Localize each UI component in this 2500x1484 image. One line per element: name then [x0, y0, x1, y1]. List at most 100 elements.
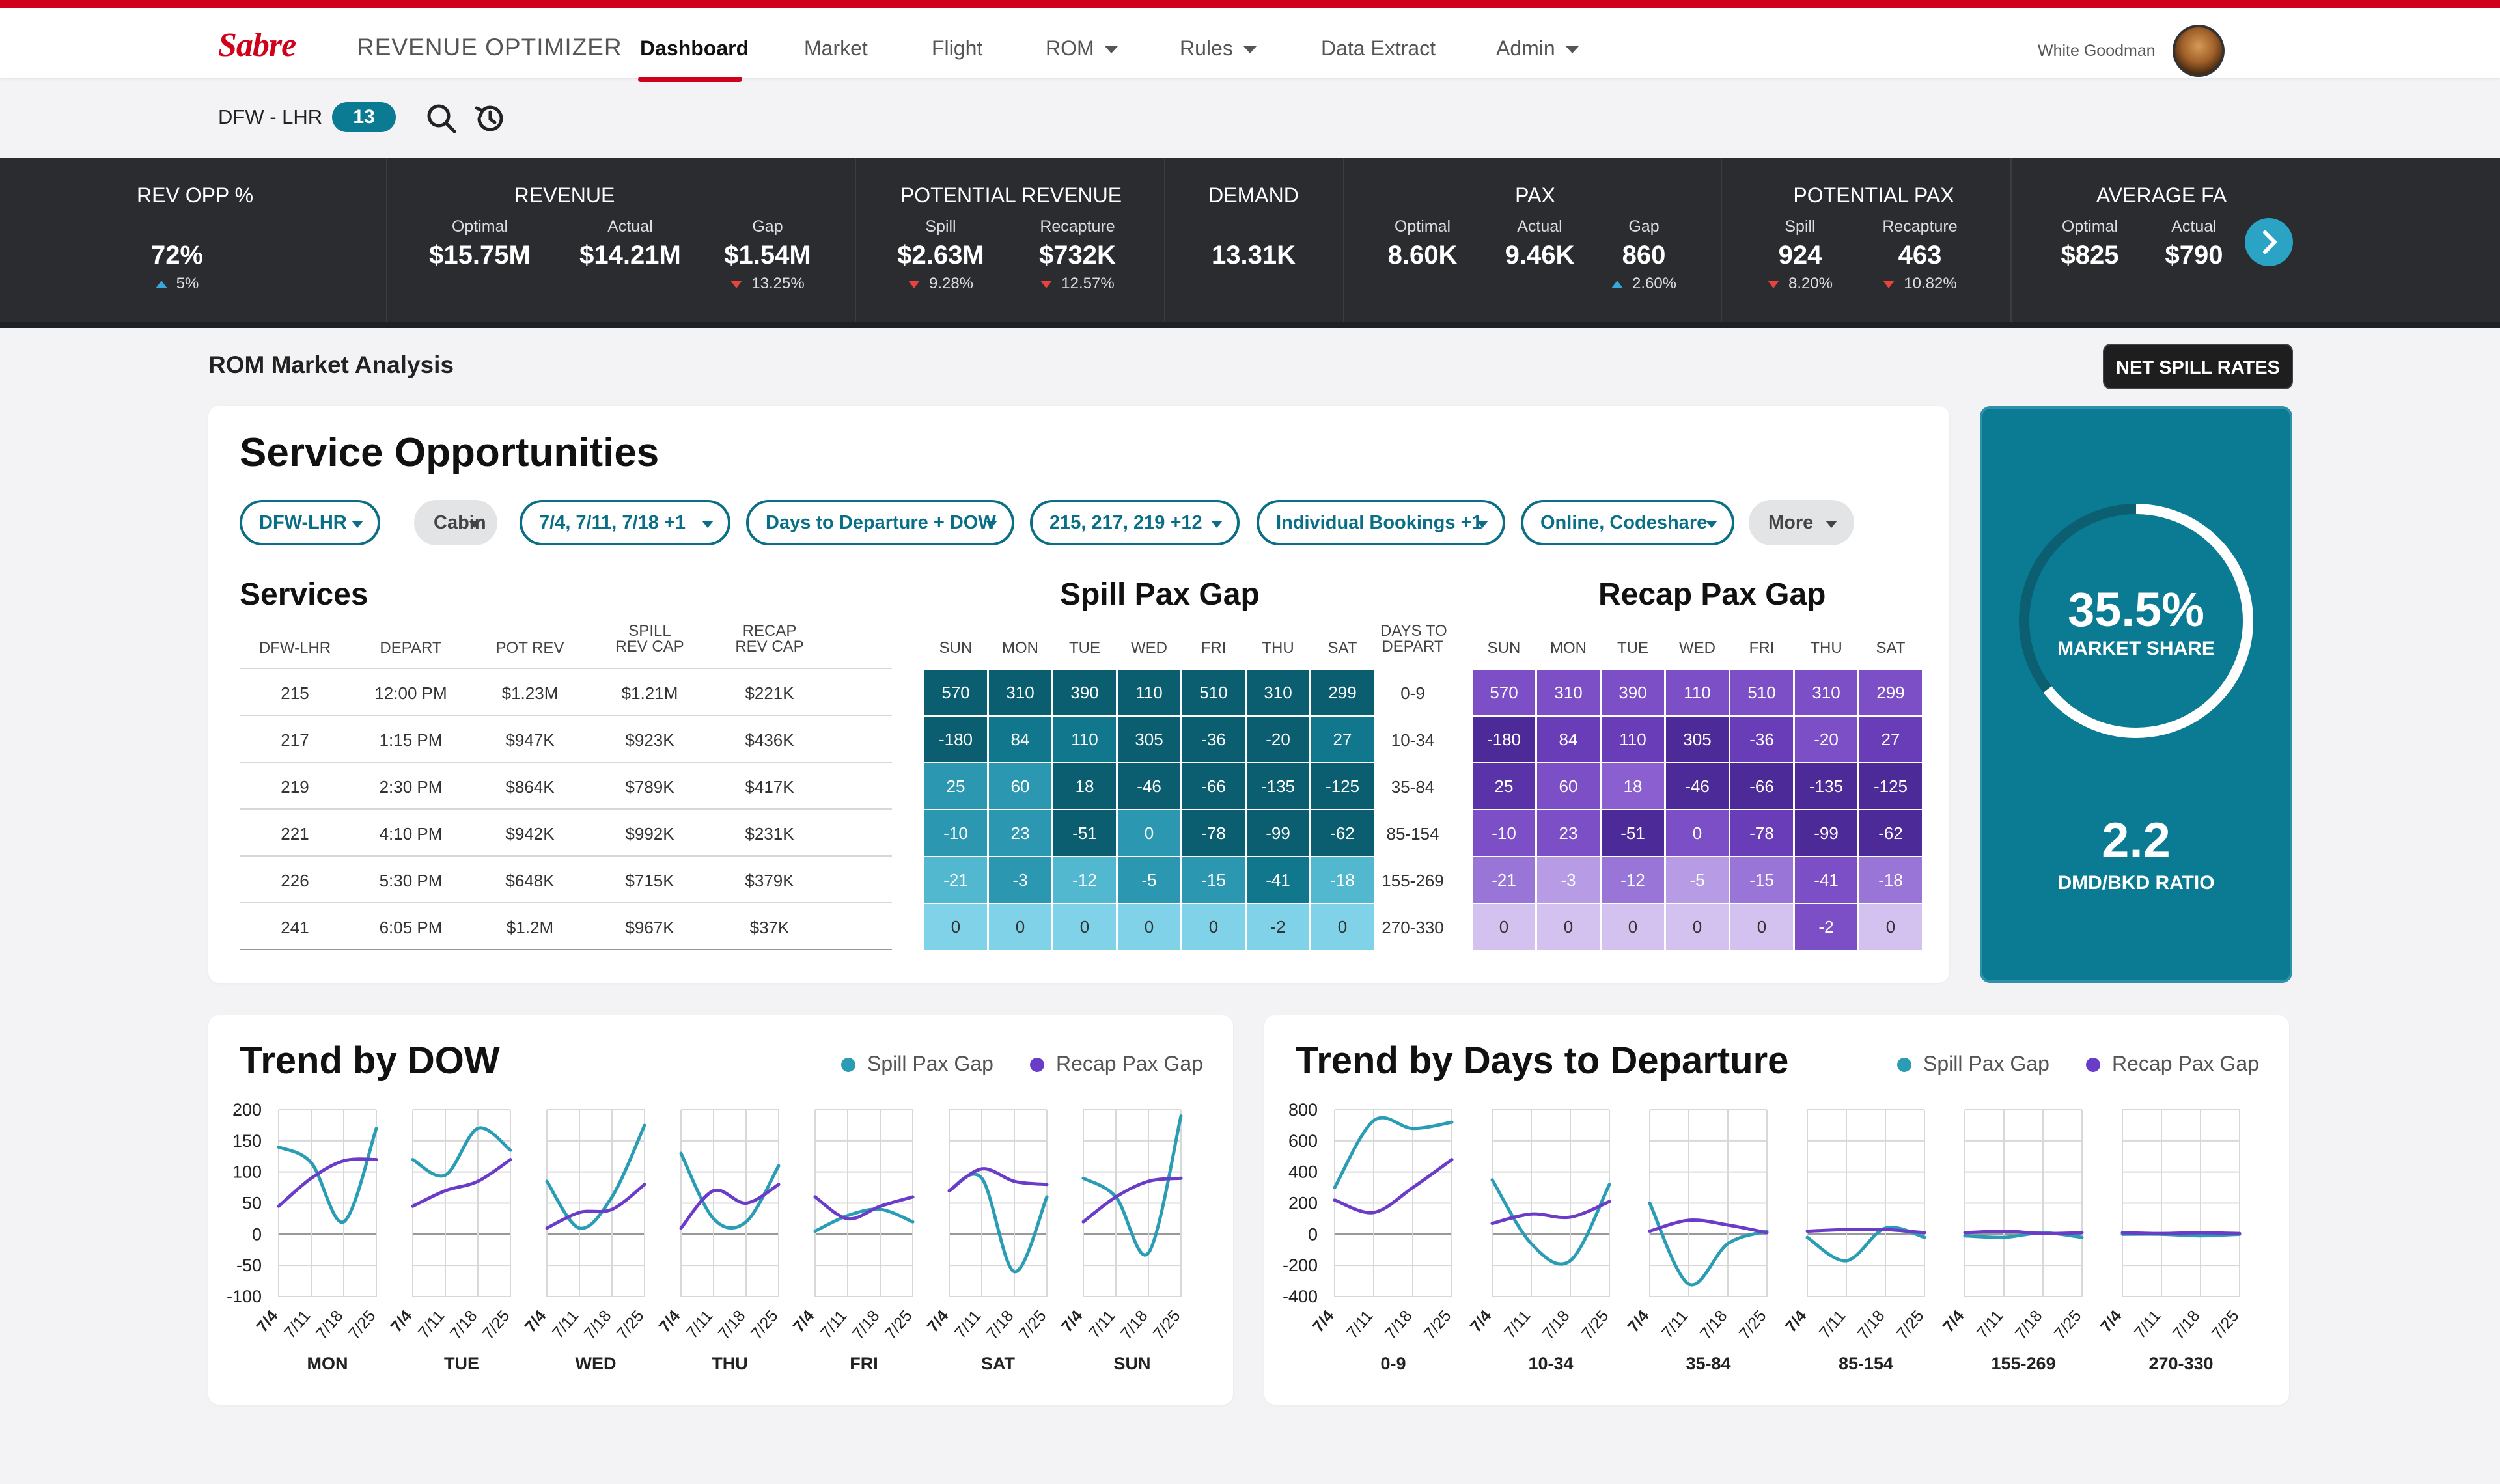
heatmap-cell[interactable]: -5 [1118, 857, 1180, 903]
spill-series-line[interactable] [1490, 1178, 1611, 1266]
nav-admin[interactable]: Admin [1496, 36, 1579, 61]
heatmap-cell[interactable]: -10 [1473, 810, 1535, 856]
legend-recap[interactable]: Recap Pax Gap [2086, 1052, 2259, 1076]
spill-series-line[interactable] [545, 1123, 646, 1230]
legend-spill[interactable]: Spill Pax Gap [841, 1052, 993, 1076]
heatmap-cell[interactable]: -15 [1182, 857, 1245, 903]
service-flight-number[interactable]: 221 [281, 824, 309, 844]
service-flight-number[interactable]: 226 [281, 871, 309, 890]
heatmap-cell[interactable]: 25 [924, 763, 987, 809]
heatmap-cell[interactable]: 18 [1602, 763, 1664, 809]
heatmap-cell[interactable]: -135 [1795, 763, 1857, 809]
heatmap-cell[interactable]: 23 [989, 810, 1051, 856]
nav-data-extract[interactable]: Data Extract [1321, 36, 1436, 61]
user-name[interactable]: White Goodman [2038, 42, 2156, 60]
heatmap-cell[interactable]: 305 [1118, 717, 1180, 762]
recap-series-line[interactable] [1490, 1200, 1611, 1226]
heatmap-cell[interactable]: 0 [924, 904, 987, 950]
net-spill-rates-button[interactable]: NET SPILL RATES [2103, 344, 2293, 389]
kpi-value[interactable]: 9.46K [1505, 241, 1575, 269]
heatmap-cell[interactable]: 0 [1182, 904, 1245, 950]
heatmap-cell[interactable]: -12 [1053, 857, 1116, 903]
heatmap-cell[interactable]: -36 [1182, 717, 1245, 762]
spill-series-line[interactable] [411, 1126, 512, 1178]
heatmap-cell[interactable]: -51 [1053, 810, 1116, 856]
nav-rules[interactable]: Rules [1180, 36, 1257, 61]
heatmap-cell[interactable]: -66 [1182, 763, 1245, 809]
route-count-badge[interactable]: 13 [332, 102, 396, 132]
avatar[interactable] [2173, 25, 2225, 77]
trend-panel-0-9[interactable]: 7/4 7/11 7/18 7/25 0-9 [1309, 1109, 1455, 1373]
kpi-value[interactable]: $15.75M [429, 241, 531, 269]
heatmap-cell[interactable]: -99 [1795, 810, 1857, 856]
recap-series-line[interactable] [1333, 1158, 1454, 1215]
heatmap-cell[interactable]: 0 [1053, 904, 1116, 950]
recap-series-line[interactable] [277, 1157, 378, 1208]
heatmap-cell[interactable]: -125 [1311, 763, 1374, 809]
services-col-header[interactable]: POT REV [495, 639, 564, 657]
heatmap-cell[interactable]: 18 [1053, 763, 1116, 809]
kpi-value[interactable]: $1.54M [724, 241, 811, 269]
kpi-value[interactable]: $14.21M [579, 241, 681, 269]
heatmap-cell[interactable]: 305 [1666, 717, 1729, 762]
heatmap-cell[interactable]: 84 [989, 717, 1051, 762]
service-flight-number[interactable]: 217 [281, 730, 309, 750]
heatmap-cell[interactable]: 23 [1537, 810, 1600, 856]
heatmap-cell[interactable]: 310 [989, 670, 1051, 715]
heatmap-cell[interactable]: -51 [1602, 810, 1664, 856]
history-icon[interactable] [470, 100, 508, 137]
trend-panel-mon[interactable]: 7/47/117/187/25 MON [253, 1109, 380, 1373]
heatmap-cell[interactable]: -41 [1247, 857, 1309, 903]
services-col-header[interactable]: RECAP REV CAP [735, 622, 804, 655]
heatmap-cell[interactable]: -99 [1247, 810, 1309, 856]
search-icon[interactable] [423, 100, 460, 137]
heatmap-cell[interactable]: 310 [1537, 670, 1600, 715]
heatmap-cell[interactable]: 0 [1602, 904, 1664, 950]
heatmap-cell[interactable]: 110 [1666, 670, 1729, 715]
heatmap-cell[interactable]: 390 [1053, 670, 1116, 715]
heatmap-cell[interactable]: 27 [1859, 717, 1922, 762]
legend-recap[interactable]: Recap Pax Gap [1030, 1052, 1203, 1076]
heatmap-cell[interactable]: 0 [1730, 904, 1793, 950]
heatmap-cell[interactable]: 0 [1859, 904, 1922, 950]
nav-flight[interactable]: Flight [932, 36, 982, 61]
heatmap-cell[interactable]: 299 [1859, 670, 1922, 715]
heatmap-cell[interactable]: 310 [1795, 670, 1857, 715]
sabre-logo[interactable]: Sabre [218, 27, 296, 64]
kpi-value[interactable]: 72% [150, 241, 204, 269]
trend-panel-270-330[interactable]: 7/4 7/11 7/18 7/25 270-330 [2097, 1109, 2243, 1373]
kpi-next-button[interactable] [2245, 218, 2293, 266]
filter-chip-days-to-departure-dow[interactable]: Days to Departure + DOW [746, 500, 1014, 545]
spill-series-line[interactable] [947, 1172, 1049, 1274]
trend-panel-35-84[interactable]: 7/4 7/11 7/18 7/25 35-84 [1624, 1109, 1770, 1373]
spill-series-line[interactable] [679, 1151, 781, 1230]
heatmap-cell[interactable]: -21 [924, 857, 987, 903]
heatmap-cell[interactable]: 27 [1311, 717, 1374, 762]
legend-spill[interactable]: Spill Pax Gap [1897, 1052, 2049, 1076]
heatmap-cell[interactable]: -21 [1473, 857, 1535, 903]
filter-chip-215-217-219-12[interactable]: 215, 217, 219 +12 [1030, 500, 1240, 545]
recap-series-line[interactable] [813, 1195, 915, 1221]
heatmap-cell[interactable]: -5 [1666, 857, 1729, 903]
services-col-header[interactable]: DEPART [380, 639, 442, 657]
heatmap-cell[interactable]: -135 [1247, 763, 1309, 809]
heatmap-cell[interactable]: 0 [1118, 904, 1180, 950]
heatmap-cell[interactable]: 0 [1473, 904, 1535, 950]
spill-series-line[interactable] [277, 1127, 378, 1224]
heatmap-cell[interactable]: 0 [1118, 810, 1180, 856]
recap-series-line[interactable] [1081, 1176, 1183, 1224]
heatmap-cell[interactable]: 0 [1666, 904, 1729, 950]
heatmap-cell[interactable]: -180 [924, 717, 987, 762]
spill-series-line[interactable] [1648, 1202, 1769, 1287]
kpi-value[interactable]: 860 [1622, 241, 1666, 269]
heatmap-cell[interactable]: -125 [1859, 763, 1922, 809]
filter-chip-online-codeshare[interactable]: Online, Codeshare [1521, 500, 1734, 545]
spill-series-line[interactable] [813, 1207, 915, 1233]
heatmap-cell[interactable]: -3 [1537, 857, 1600, 903]
trend-panel-155-269[interactable]: 7/4 7/11 7/18 7/25 155-269 [1939, 1109, 2085, 1373]
filter-chip-cabin[interactable]: Cabin [414, 500, 497, 545]
